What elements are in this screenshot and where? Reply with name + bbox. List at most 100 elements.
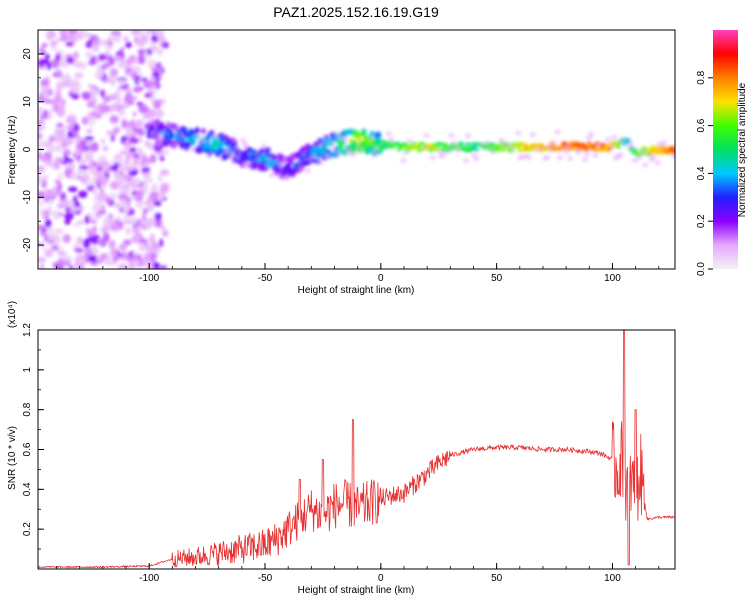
spectrogram-cell-1094 bbox=[313, 141, 319, 148]
spectrogram-cell-601 bbox=[136, 147, 143, 158]
spectrogram-cell-1019 bbox=[277, 161, 284, 167]
spectrogram-cell-1203 bbox=[361, 131, 367, 138]
spectrogram-cell-484 bbox=[158, 67, 163, 76]
spectrogram-cell-723 bbox=[118, 79, 126, 86]
spectrogram-cell-1572 bbox=[653, 147, 659, 152]
spectrogram-cell-577 bbox=[38, 165, 45, 174]
spectrogram-cell-635 bbox=[95, 57, 101, 64]
spectrogram-cell-514 bbox=[140, 185, 147, 191]
spectrogram-cell-53 bbox=[159, 169, 170, 176]
spectrogram-cell-549 bbox=[123, 64, 131, 69]
spectrogram-cell-58 bbox=[60, 98, 67, 106]
spectrogram-cell-476 bbox=[45, 53, 50, 60]
spectrogram-cell-470 bbox=[118, 107, 126, 117]
spectrogram-cell-126 bbox=[61, 124, 67, 133]
spectrogram-cell-499 bbox=[125, 92, 133, 103]
x-tick-label-1: -50 bbox=[258, 273, 273, 284]
spectrogram-cell-587 bbox=[156, 193, 164, 201]
spectrogram-cell-1445 bbox=[550, 140, 557, 146]
spectrogram-cell-628 bbox=[39, 263, 45, 269]
spectrogram-cell-655 bbox=[160, 149, 170, 154]
spectrogram-cell-136 bbox=[157, 35, 166, 44]
spectrogram-cell-1496 bbox=[592, 152, 599, 158]
spectrogram-cell-1147 bbox=[335, 150, 342, 156]
spectrogram-cell-532 bbox=[38, 191, 45, 198]
colorbar-gradient bbox=[713, 30, 738, 269]
spectrogram-cell-879 bbox=[215, 151, 221, 158]
spectrogram-cell-1250 bbox=[388, 137, 395, 143]
spectrogram-cell-1379 bbox=[498, 138, 505, 144]
spectrogram-cell-443 bbox=[115, 126, 120, 135]
spectrogram-cell-663 bbox=[131, 227, 142, 234]
spectrogram-cell-311 bbox=[47, 112, 53, 120]
spectrogram-cell-1569 bbox=[651, 150, 657, 155]
spectrogram-cell-1065 bbox=[300, 146, 307, 152]
spectrogram-cell-1217 bbox=[369, 130, 375, 137]
spectrogram-cell-809 bbox=[182, 126, 188, 133]
spectrogram-cell-1482 bbox=[581, 157, 588, 163]
spectrogram-cell-1465 bbox=[567, 147, 573, 152]
spectrogram-cell-1418 bbox=[529, 132, 536, 138]
spectrogram-cell-576 bbox=[110, 68, 119, 77]
spectrogram-cell-1412 bbox=[526, 148, 532, 152]
spectrogram-cell-407 bbox=[162, 230, 169, 237]
spectrogram-cell-550 bbox=[56, 141, 61, 148]
spectrogram-cell-1309 bbox=[440, 151, 447, 157]
colorbar-label: Normalized spectral amplitude bbox=[737, 82, 748, 217]
spectrogram-cells bbox=[38, 30, 675, 269]
spectrogram-cell-594 bbox=[59, 35, 69, 42]
spectrogram-cell-542 bbox=[46, 32, 54, 41]
spectrogram-cell-553 bbox=[47, 144, 57, 153]
spectrogram-cell-1491 bbox=[588, 131, 595, 137]
spectrogram-cell-399 bbox=[133, 86, 142, 93]
spectrogram-cell-496 bbox=[155, 109, 164, 118]
spectrogram-cell-685 bbox=[138, 104, 149, 114]
spectrogram-cell-682 bbox=[143, 178, 149, 187]
spectrogram-cell-503 bbox=[137, 30, 144, 36]
spectrogram-cell-1076 bbox=[304, 168, 311, 174]
spectrogram-cell-139 bbox=[125, 41, 132, 48]
spectrogram-cell-273 bbox=[137, 137, 143, 143]
spectrogram-cell-695 bbox=[125, 127, 135, 137]
spectrogram-cell-862 bbox=[206, 153, 213, 159]
spectrogram-cell-387 bbox=[124, 158, 129, 166]
spectrogram-cell-1399 bbox=[515, 130, 522, 136]
spectrogram-cell-1398 bbox=[515, 145, 521, 149]
spectrogram-cell-563 bbox=[120, 199, 126, 207]
spectrogram-x-ticks: -100 -50 0 50 100 bbox=[56, 263, 660, 284]
spectrogram-cell-1340 bbox=[465, 133, 472, 139]
spectrogram-cell-525 bbox=[153, 70, 160, 79]
spectrogram-cell-522 bbox=[74, 135, 83, 143]
spectrogram-cell-276 bbox=[150, 76, 156, 83]
spectrogram-cell-540 bbox=[57, 251, 67, 256]
spectrogram-cell-658 bbox=[131, 71, 137, 81]
spectrogram-cell-709 bbox=[73, 85, 82, 91]
spectrogram-cell-70 bbox=[125, 150, 134, 160]
spectrogram-cell-849 bbox=[200, 137, 207, 143]
x-tick-label-2: 0 bbox=[378, 273, 384, 284]
spectrogram-cell-667 bbox=[74, 247, 84, 253]
spectrogram-cell-211 bbox=[63, 212, 74, 221]
spectrogram-cell-1258 bbox=[396, 147, 402, 152]
spectrogram-cell-463 bbox=[50, 40, 58, 46]
spectrogram-cell-122 bbox=[72, 51, 80, 60]
spectrogram-cell-618 bbox=[117, 263, 128, 269]
spectrogram-cell-441 bbox=[92, 188, 98, 195]
spectrogram-cell-689 bbox=[98, 192, 108, 202]
spectrogram-cell-500 bbox=[153, 99, 162, 110]
spectrogram-cell-493 bbox=[51, 234, 59, 242]
spectrogram-cell-539 bbox=[41, 242, 46, 250]
spectrogram-cell-404 bbox=[72, 33, 78, 44]
spectrogram-cell-1584 bbox=[663, 145, 669, 150]
spectrogram-cell-1348 bbox=[473, 148, 480, 152]
spectrogram-cell-634 bbox=[39, 123, 46, 131]
spectrogram-cell-201 bbox=[45, 218, 52, 229]
spectrogram-cell-1308 bbox=[440, 148, 446, 152]
spectrogram-cell-199 bbox=[86, 128, 93, 135]
spectrogram-cell-430 bbox=[55, 53, 61, 62]
spectrogram-cell-497 bbox=[142, 207, 149, 214]
spectrogram-cell-465 bbox=[48, 198, 54, 205]
spectrogram-cell-1338 bbox=[465, 142, 471, 146]
spectrogram-cell-48 bbox=[102, 145, 109, 152]
spectrogram-cell-1594 bbox=[671, 153, 675, 159]
